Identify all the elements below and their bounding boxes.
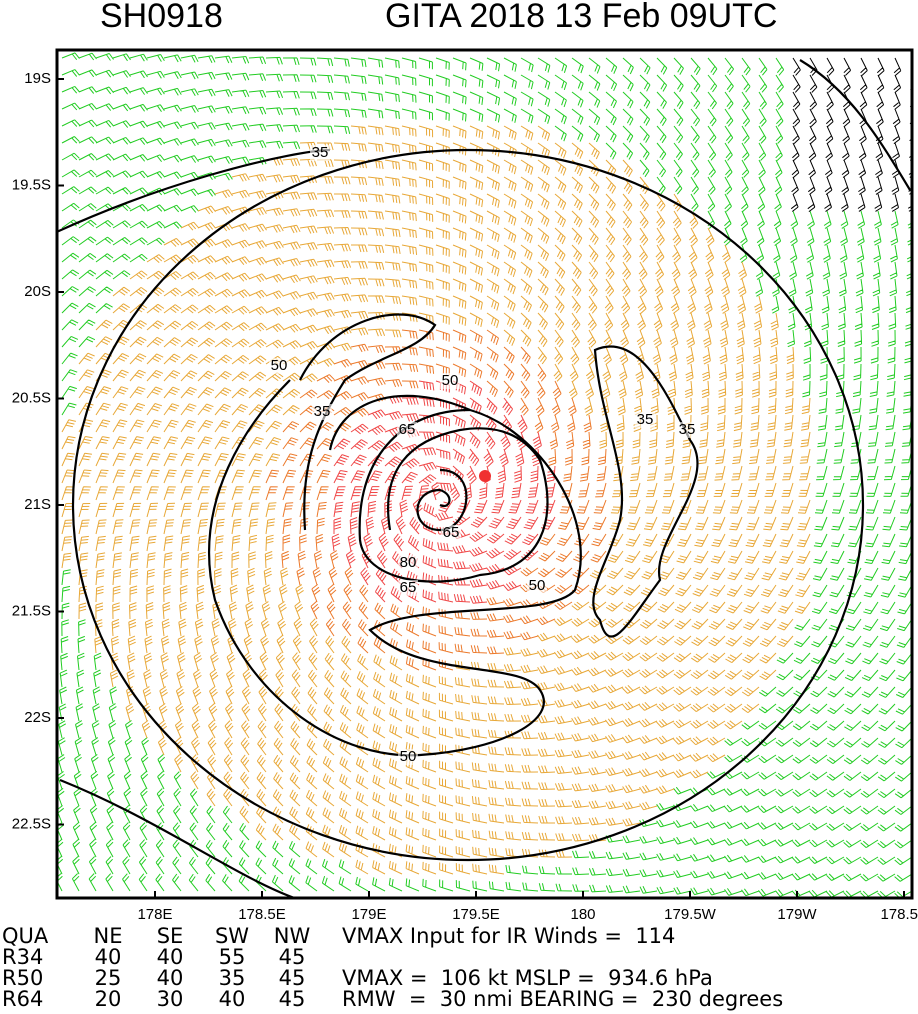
- table-cell: 35: [219, 966, 246, 990]
- note: VMAX = 106 kt MSLP = 934.6 hPa: [342, 966, 713, 990]
- lon-label: 178E: [137, 906, 172, 923]
- lon-label: 179W: [777, 906, 817, 923]
- contour-label-bg: [269, 358, 289, 374]
- table-cell: 25: [95, 966, 122, 990]
- wind-barbs: [331, 380, 556, 604]
- table-cell: 40: [157, 945, 184, 969]
- wind-field: [57, 52, 912, 898]
- table-cell: 40: [219, 987, 246, 1011]
- note: RMW = 30 nmi BEARING = 230 degrees: [342, 987, 783, 1011]
- map-title: GITA 2018 13 Feb 09UTC: [385, 0, 777, 35]
- table-cell: 20: [95, 987, 122, 1011]
- contour-label-bg: [635, 412, 655, 428]
- table-header: SE: [157, 924, 184, 948]
- contour-35: [592, 345, 699, 638]
- contour-label: 35: [312, 144, 329, 161]
- storm-id: SH0918: [100, 0, 223, 35]
- contour-label: 35: [637, 411, 654, 428]
- contour-label-bg: [397, 422, 417, 438]
- lat-label: 22.5S: [12, 815, 51, 832]
- lon-label: 179E: [351, 906, 386, 923]
- lat-label: 22S: [24, 709, 51, 726]
- lat-label: 21S: [24, 496, 51, 513]
- contour-35: [299, 313, 437, 531]
- wind-barbs: [790, 57, 912, 213]
- contour-label-bg: [677, 422, 697, 438]
- contour-label: 35: [314, 403, 331, 420]
- contour-label: 50: [442, 372, 459, 389]
- table-cell: 55: [219, 945, 246, 969]
- table-cell: 40: [157, 966, 184, 990]
- contours: [57, 59, 911, 898]
- contour-label-bg: [398, 580, 418, 596]
- lon-label: 179.5W: [664, 906, 717, 923]
- contour-label-bg: [527, 578, 547, 594]
- contour-label: 65: [399, 421, 416, 438]
- contour-label: 50: [271, 357, 288, 374]
- lat-label: 20.5S: [12, 389, 51, 406]
- contour-label: 65: [400, 579, 417, 596]
- lat-label: 21.5S: [12, 602, 51, 619]
- contour-label: 80: [400, 554, 417, 571]
- table-header: QUA: [2, 924, 49, 948]
- lon-label: 178.5E: [238, 906, 286, 923]
- contour-50: [208, 379, 582, 757]
- contour-label-bg: [441, 525, 461, 541]
- table-cell: 45: [279, 966, 306, 990]
- table-cell: 45: [279, 987, 306, 1011]
- table-header: SW: [215, 924, 249, 948]
- contour-label-bg: [398, 555, 418, 571]
- lon-label: 179.5E: [452, 906, 500, 923]
- wind-barbs: [265, 329, 607, 671]
- lat-label: 19.5S: [12, 176, 51, 193]
- wind-barbs: [61, 125, 811, 875]
- contour-35: [59, 778, 298, 898]
- contour-label-bg: [310, 145, 330, 161]
- lat-label: 20S: [24, 283, 51, 300]
- contour-label: 50: [529, 577, 546, 594]
- lon-label: 180: [570, 906, 595, 923]
- table-cell: R50: [2, 966, 43, 990]
- contour-label: 50: [400, 748, 417, 765]
- contour-35: [799, 59, 911, 191]
- table-cell: 45: [279, 945, 306, 969]
- contour-label-bg: [312, 404, 332, 420]
- map-frame: [55, 48, 914, 900]
- contour-label-bg: [440, 373, 460, 389]
- lat-label: 19S: [24, 70, 51, 87]
- table-cell: 40: [95, 945, 122, 969]
- table-cell: 30: [157, 987, 184, 1011]
- lon-label: 178.5: [880, 906, 918, 923]
- table-header: NE: [94, 924, 123, 948]
- contour-80: [416, 468, 468, 532]
- table-cell: R64: [2, 987, 43, 1011]
- contour-label-bg: [398, 749, 418, 765]
- wind-barbs: [57, 52, 912, 898]
- contour-65: [358, 408, 549, 583]
- storm-center: [479, 470, 491, 482]
- contour-35: [71, 148, 865, 862]
- contour-label: 65: [443, 524, 460, 541]
- table-header: NW: [274, 924, 311, 948]
- contour-label: 35: [679, 421, 696, 438]
- note: VMAX Input for IR Winds = 114: [342, 924, 675, 948]
- table-cell: R34: [2, 945, 43, 969]
